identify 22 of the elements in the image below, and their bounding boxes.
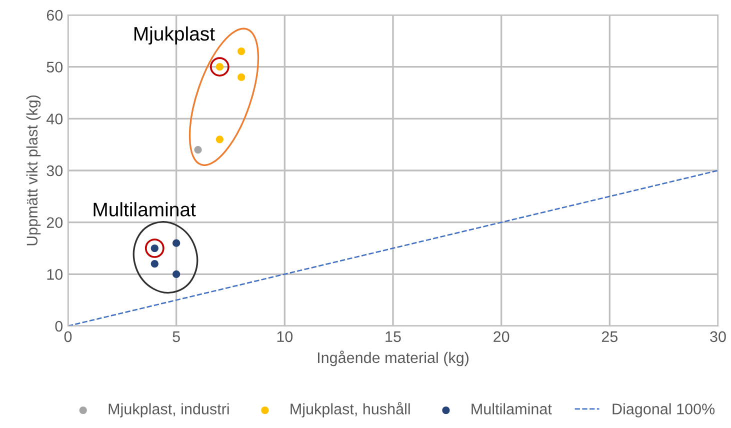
legend-label: Mjukplast, industri bbox=[108, 403, 229, 418]
y-tick-label: 40 bbox=[46, 114, 63, 124]
y-tick-label: 50 bbox=[46, 62, 63, 73]
y-axis-title: Uppmätt vikt plast (kg) bbox=[26, 95, 41, 246]
y-tick-label: 10 bbox=[47, 269, 63, 280]
x-tick-label: 25 bbox=[602, 331, 618, 342]
y-tick-label: 0 bbox=[55, 320, 63, 332]
y-tick-label: 60 bbox=[46, 10, 63, 21]
y-tick-label: 20 bbox=[46, 217, 63, 228]
x-axis-title: Ingående material (kg) bbox=[318, 350, 468, 366]
x-tick-label: 5 bbox=[172, 331, 180, 342]
annotation: Mjukplast bbox=[134, 26, 215, 45]
x-tick-label: 10 bbox=[277, 331, 293, 342]
annotation: Multilaminat bbox=[94, 202, 196, 216]
x-tick-label: 0 bbox=[64, 331, 72, 342]
x-tick-label: 20 bbox=[494, 331, 510, 342]
legend-label: Mjukplast, hushåll bbox=[290, 402, 410, 418]
y-tick-label: 30 bbox=[46, 165, 63, 176]
x-tick-label: 15 bbox=[386, 331, 401, 342]
legend-label: Multilaminat bbox=[472, 403, 552, 414]
legend-label: Diagonal 100% bbox=[612, 403, 715, 418]
x-tick-label: 30 bbox=[710, 331, 726, 342]
